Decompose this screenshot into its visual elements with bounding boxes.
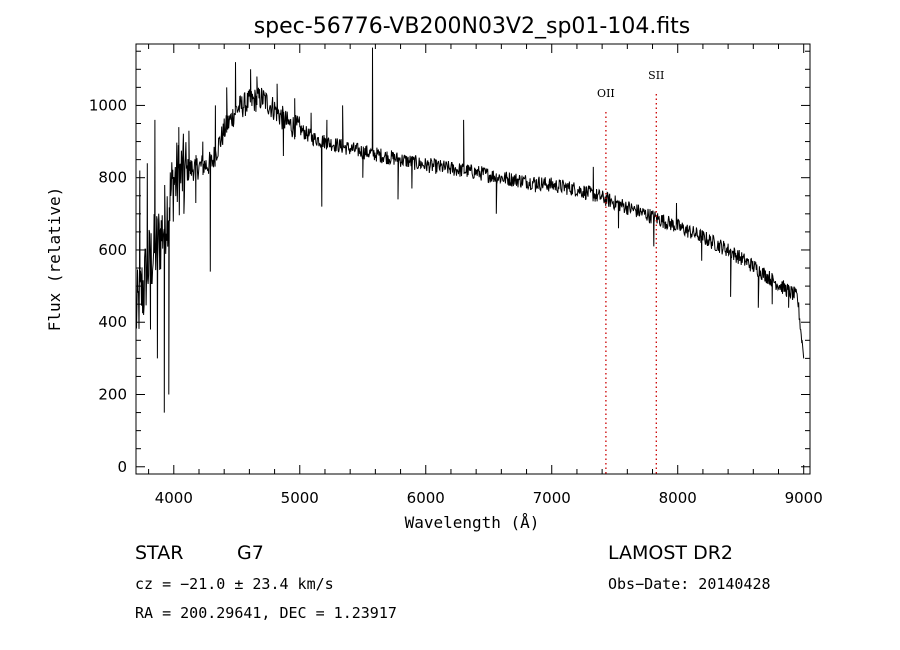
x-tick-label: 5000 xyxy=(281,489,319,507)
y-tick-label: 800 xyxy=(98,169,127,187)
chart-title: spec-56776-VB200N03V2_sp01-104.fits xyxy=(254,14,691,39)
y-tick-label: 400 xyxy=(98,313,127,331)
x-tick-label: 4000 xyxy=(155,489,193,507)
object-subclass: G7 xyxy=(237,542,264,564)
object-class: STAR xyxy=(135,542,184,564)
survey-name: LAMOST DR2 xyxy=(608,542,733,564)
spectrum-line xyxy=(135,47,805,413)
x-tick-label: 7000 xyxy=(533,489,571,507)
y-axis-label: Flux (relative) xyxy=(45,187,64,332)
y-tick-label: 200 xyxy=(98,386,127,404)
x-axis-label: Wavelength (Å) xyxy=(405,513,540,532)
line-label-sii: SII xyxy=(648,69,664,82)
y-tick-label: 0 xyxy=(117,458,127,476)
x-tick-label: 9000 xyxy=(785,489,823,507)
observation-date: Obs−Date: 20140428 xyxy=(608,575,771,593)
x-tick-label: 8000 xyxy=(659,489,697,507)
sky-coordinates: RA = 200.29641, DEC = 1.23917 xyxy=(135,604,397,622)
x-tick-label: 6000 xyxy=(407,489,445,507)
radial-velocity: cz = −21.0 ± 23.4 km/s xyxy=(135,575,334,593)
plot-frame xyxy=(135,43,811,475)
y-tick-label: 600 xyxy=(98,241,127,259)
line-label-oii: OII xyxy=(597,87,615,100)
y-tick-label: 1000 xyxy=(89,96,127,114)
